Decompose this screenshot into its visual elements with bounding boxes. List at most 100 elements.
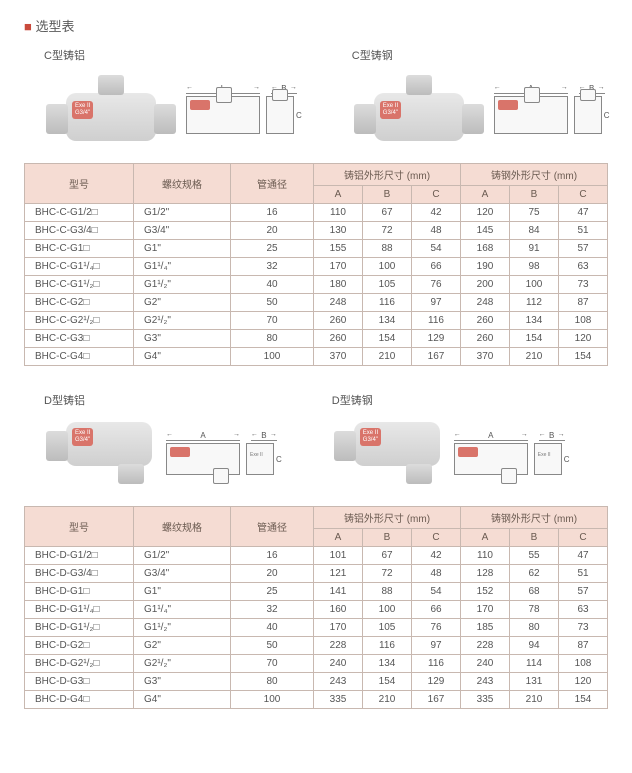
cell-al-B: 72	[363, 565, 412, 583]
cell-model: BHC-D-G3□	[25, 673, 134, 691]
th-A: A	[314, 529, 363, 547]
cell-thread: G1¹/₄"	[134, 601, 231, 619]
cell-thread: G3"	[134, 673, 231, 691]
cell-st-C: 154	[559, 691, 608, 709]
table-row: BHC-D-G2¹/₂□ G2¹/₂" 70 240 134 116 240 1…	[25, 655, 608, 673]
table-row: BHC-C-G1¹/₄□ G1¹/₄" 32 170 100 66 190 98…	[25, 258, 608, 276]
cell-thread: G1"	[134, 583, 231, 601]
cell-al-A: 180	[314, 276, 363, 294]
cell-st-C: 57	[559, 583, 608, 601]
cell-thread: G3/4"	[134, 222, 231, 240]
cell-al-A: 101	[314, 547, 363, 565]
cell-st-C: 87	[559, 637, 608, 655]
cell-model: BHC-C-G2□	[25, 294, 134, 312]
table-row: BHC-C-G1/2□ G1/2" 16 110 67 42 120 75 47	[25, 204, 608, 222]
cell-st-C: 51	[559, 222, 608, 240]
cell-al-C: 54	[412, 240, 461, 258]
cell-al-B: 116	[363, 637, 412, 655]
cell-st-B: 84	[510, 222, 559, 240]
cell-model: BHC-D-G1¹/₄□	[25, 601, 134, 619]
th-A: A	[461, 529, 510, 547]
cell-thread: G1"	[134, 240, 231, 258]
cell-al-B: 210	[363, 691, 412, 709]
th-C: C	[559, 186, 608, 204]
cell-st-C: 73	[559, 276, 608, 294]
cell-st-C: 154	[559, 348, 608, 366]
cell-diam: 50	[231, 637, 314, 655]
cell-al-B: 88	[363, 240, 412, 258]
cell-al-B: 105	[363, 619, 412, 637]
product-render-c: Exe IIG3/4"	[374, 93, 464, 141]
spec-table: 型号 螺纹规格 管通径 铸铝外形尺寸 (mm) 铸钢外形尺寸 (mm) A B …	[24, 506, 608, 709]
cell-al-A: 240	[314, 655, 363, 673]
cell-st-A: 120	[461, 204, 510, 222]
cell-diam: 25	[231, 583, 314, 601]
cell-thread: G3"	[134, 330, 231, 348]
spec-table: 型号 螺纹规格 管通径 铸铝外形尺寸 (mm) 铸钢外形尺寸 (mm) A B …	[24, 163, 608, 366]
cell-st-B: 100	[510, 276, 559, 294]
cell-al-B: 134	[363, 655, 412, 673]
th-diam: 管通径	[231, 164, 314, 204]
cell-al-C: 129	[412, 673, 461, 691]
cell-model: BHC-C-G1/2□	[25, 204, 134, 222]
table-row: BHC-D-G1¹/₄□ G1¹/₄" 32 160 100 66 170 78…	[25, 601, 608, 619]
cell-st-C: 51	[559, 565, 608, 583]
cell-al-B: 100	[363, 601, 412, 619]
cell-model: BHC-C-G3□	[25, 330, 134, 348]
cell-model: BHC-D-G2¹/₂□	[25, 655, 134, 673]
product-plate: Exe IIG3/4"	[380, 101, 401, 119]
cell-al-C: 167	[412, 691, 461, 709]
cell-st-A: 168	[461, 240, 510, 258]
cell-model: BHC-D-G1/2□	[25, 547, 134, 565]
cell-al-B: 105	[363, 276, 412, 294]
cell-st-B: 154	[510, 330, 559, 348]
th-B: B	[510, 186, 559, 204]
table-row: BHC-C-G2¹/₂□ G2¹/₂" 70 260 134 116 260 1…	[25, 312, 608, 330]
schematic-d: A B Exe II C	[454, 431, 570, 475]
cell-st-A: 190	[461, 258, 510, 276]
cell-al-C: 97	[412, 294, 461, 312]
th-C: C	[412, 529, 461, 547]
cell-diam: 40	[231, 619, 314, 637]
cell-al-C: 76	[412, 619, 461, 637]
cell-thread: G1¹/₂"	[134, 619, 231, 637]
cell-st-A: 243	[461, 673, 510, 691]
cell-model: BHC-D-G1□	[25, 583, 134, 601]
cell-diam: 16	[231, 204, 314, 222]
table-row: BHC-D-G1¹/₂□ G1¹/₂" 40 170 105 76 185 80…	[25, 619, 608, 637]
cell-diam: 100	[231, 691, 314, 709]
cell-thread: G2¹/₂"	[134, 312, 231, 330]
cell-st-B: 62	[510, 565, 559, 583]
cell-diam: 50	[231, 294, 314, 312]
product-render-d: Exe IIG3/4"	[66, 422, 152, 466]
cell-st-C: 120	[559, 673, 608, 691]
cell-st-A: 128	[461, 565, 510, 583]
cell-diam: 70	[231, 655, 314, 673]
th-A: A	[461, 186, 510, 204]
th-al-group: 铸铝外形尺寸 (mm)	[314, 164, 461, 186]
cell-thread: G4"	[134, 348, 231, 366]
cell-al-B: 72	[363, 222, 412, 240]
cell-model: BHC-D-G4□	[25, 691, 134, 709]
cell-model: BHC-C-G1¹/₄□	[25, 258, 134, 276]
cell-model: BHC-D-G1¹/₂□	[25, 619, 134, 637]
cell-st-A: 260	[461, 312, 510, 330]
cell-st-A: 335	[461, 691, 510, 709]
cell-st-C: 120	[559, 330, 608, 348]
cell-al-B: 100	[363, 258, 412, 276]
cell-diam: 32	[231, 601, 314, 619]
cell-st-B: 134	[510, 312, 559, 330]
cell-st-C: 87	[559, 294, 608, 312]
cell-thread: G1/2"	[134, 204, 231, 222]
cell-st-A: 228	[461, 637, 510, 655]
table-row: BHC-C-G1□ G1" 25 155 88 54 168 91 57	[25, 240, 608, 258]
cell-st-B: 78	[510, 601, 559, 619]
cell-model: BHC-C-G1¹/₂□	[25, 276, 134, 294]
table-row: BHC-C-G1¹/₂□ G1¹/₂" 40 180 105 76 200 10…	[25, 276, 608, 294]
schematic-d: A B Exe II C	[166, 431, 282, 475]
cell-al-A: 228	[314, 637, 363, 655]
cell-thread: G1/2"	[134, 547, 231, 565]
cell-model: BHC-C-G1□	[25, 240, 134, 258]
cell-al-B: 154	[363, 330, 412, 348]
type-st-label: D型铸钢	[332, 392, 570, 408]
